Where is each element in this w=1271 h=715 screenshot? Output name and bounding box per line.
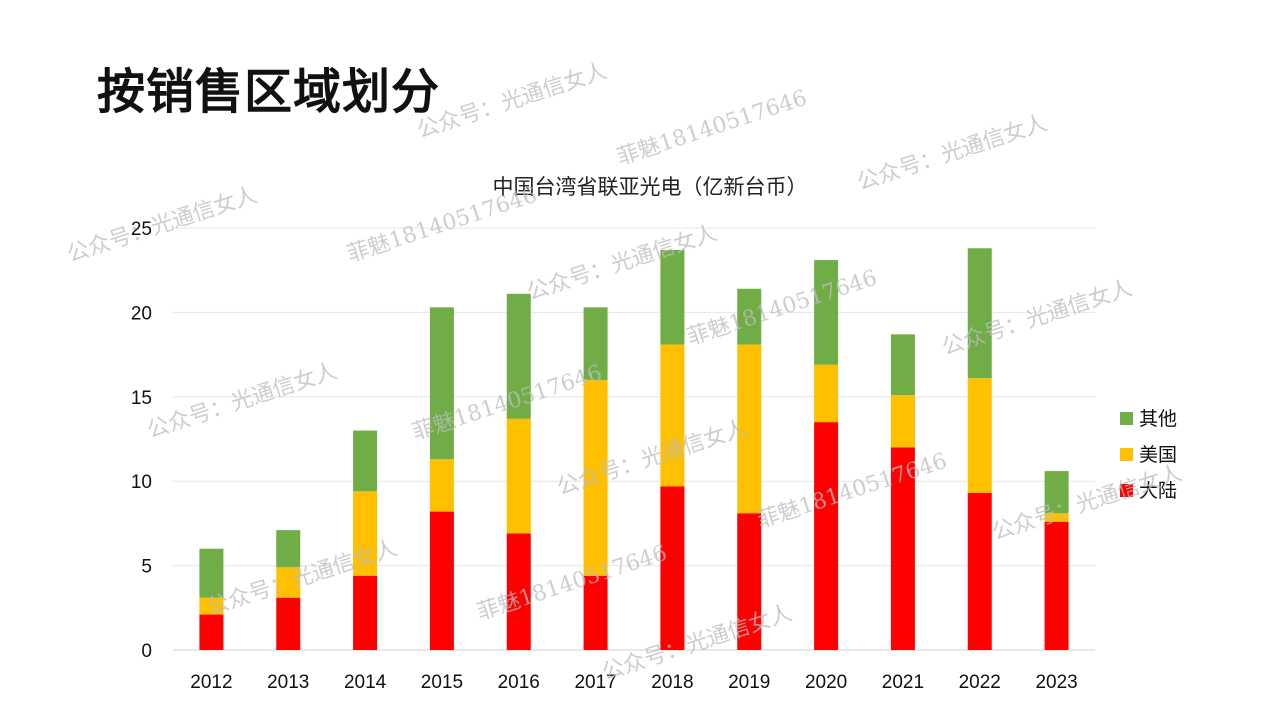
x-tick-label: 2013 xyxy=(267,672,309,693)
x-tick-label: 2023 xyxy=(1035,672,1077,693)
bar-segment-大陆-2015 xyxy=(429,511,454,650)
bar-segment-其他-2018 xyxy=(660,249,685,345)
x-tick-label: 2017 xyxy=(574,672,616,693)
bar-segment-美国-2020 xyxy=(814,364,839,423)
x-tick-label: 2018 xyxy=(651,672,693,693)
y-axis-ticks: 0 5 10 15 20 25 xyxy=(131,219,152,662)
bar-segment-其他-2016 xyxy=(506,293,531,419)
bar-segment-美国-2022 xyxy=(967,378,992,494)
watermark-text: 公众号：光通信女人 xyxy=(989,461,1185,546)
bar-segment-大陆-2014 xyxy=(353,575,378,650)
bar-segment-美国-2013 xyxy=(276,567,301,598)
bar-segment-大陆-2023 xyxy=(1044,521,1069,650)
x-tick-label: 2012 xyxy=(190,672,232,693)
x-tick-label: 2014 xyxy=(344,672,387,693)
bar-segment-大陆-2020 xyxy=(814,422,839,650)
bar-segment-美国-2017 xyxy=(583,379,608,576)
bar-segment-其他-2013 xyxy=(276,530,301,568)
gridlines xyxy=(173,227,1095,651)
watermark-text: 菲魅18140517646 xyxy=(614,86,810,171)
watermark-text: 公众号：光通信女人 xyxy=(524,221,720,306)
bar-segment-大陆-2016 xyxy=(506,533,531,650)
bar-segment-大陆-2012 xyxy=(199,614,224,650)
watermark-text: 公众号：光通信女人 xyxy=(554,416,750,501)
legend-item-label: 其他 xyxy=(1139,408,1177,430)
legend-item-label: 大陆 xyxy=(1139,480,1177,502)
watermark-text: 公众号：光通信女人 xyxy=(144,359,340,444)
x-tick-label: 2022 xyxy=(959,672,1001,693)
bar-segment-其他-2021 xyxy=(890,334,915,396)
bar-segment-大陆-2017 xyxy=(583,575,608,650)
watermark-text: 菲魅18140517646 xyxy=(754,449,950,534)
bar-segment-美国-2018 xyxy=(660,344,685,487)
x-tick-label: 2019 xyxy=(728,672,770,693)
bar-segment-大陆-2013 xyxy=(276,597,301,650)
bar-segment-其他-2020 xyxy=(814,260,839,365)
watermark-text: 菲魅18140517646 xyxy=(684,266,880,351)
bar-segment-美国-2014 xyxy=(353,491,378,576)
bar-segment-美国-2016 xyxy=(506,418,531,534)
chart-title: 中国台湾省联亚光电（亿新台币） xyxy=(493,175,808,199)
bar-segment-其他-2014 xyxy=(353,430,378,492)
y-tick-label: 15 xyxy=(131,388,152,409)
bar-segment-大陆-2019 xyxy=(737,513,762,650)
x-tick-label: 2020 xyxy=(805,672,847,693)
legend-swatch xyxy=(1120,484,1133,497)
y-tick-label: 5 xyxy=(141,557,152,578)
page-title: 按销售区域划分 xyxy=(97,64,441,120)
bar-segment-其他-2019 xyxy=(737,288,762,345)
watermark-text: 菲魅18140517646 xyxy=(344,183,540,268)
y-tick-label: 25 xyxy=(131,219,152,240)
bar-segment-美国-2012 xyxy=(199,597,224,615)
y-tick-label: 20 xyxy=(131,303,152,324)
x-tick-label: 2021 xyxy=(882,672,924,693)
bar-segment-美国-2021 xyxy=(890,395,915,448)
bar-segment-其他-2015 xyxy=(429,307,454,460)
x-tick-label: 2015 xyxy=(421,672,463,693)
bar-segment-美国-2019 xyxy=(737,344,762,514)
bar-segment-大陆-2021 xyxy=(890,447,915,650)
bar-segment-其他-2017 xyxy=(583,307,608,380)
legend-item-label: 美国 xyxy=(1139,444,1177,466)
bar-segment-大陆-2022 xyxy=(967,493,992,650)
watermark-text: 菲魅18140517646 xyxy=(474,541,670,626)
watermark-text: 公众号：光通信女人 xyxy=(414,59,610,144)
y-tick-label: 0 xyxy=(141,641,152,662)
bar-segment-其他-2023 xyxy=(1044,471,1069,514)
watermark-text: 公众号：光通信女人 xyxy=(854,111,1050,196)
bar-segment-大陆-2018 xyxy=(660,486,685,650)
bar-segment-美国-2023 xyxy=(1044,513,1069,522)
x-tick-label: 2016 xyxy=(498,672,540,693)
bar-segment-其他-2022 xyxy=(967,248,992,379)
x-axis-ticks: 2012 2013 2014 2015 2016 2017 2018 2019 2020 2021… xyxy=(190,672,1077,693)
bars xyxy=(199,248,1069,650)
y-tick-label: 10 xyxy=(131,472,152,493)
bar-segment-美国-2015 xyxy=(429,459,454,512)
legend-swatch xyxy=(1120,412,1133,425)
bar-segment-其他-2012 xyxy=(199,548,224,598)
legend-swatch xyxy=(1120,448,1133,461)
watermark-text: 公众号：光通信女人 xyxy=(64,183,260,268)
